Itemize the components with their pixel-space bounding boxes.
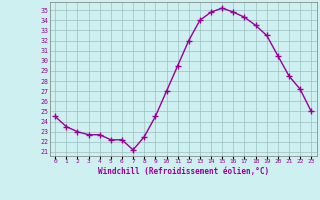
- X-axis label: Windchill (Refroidissement éolien,°C): Windchill (Refroidissement éolien,°C): [98, 167, 269, 176]
